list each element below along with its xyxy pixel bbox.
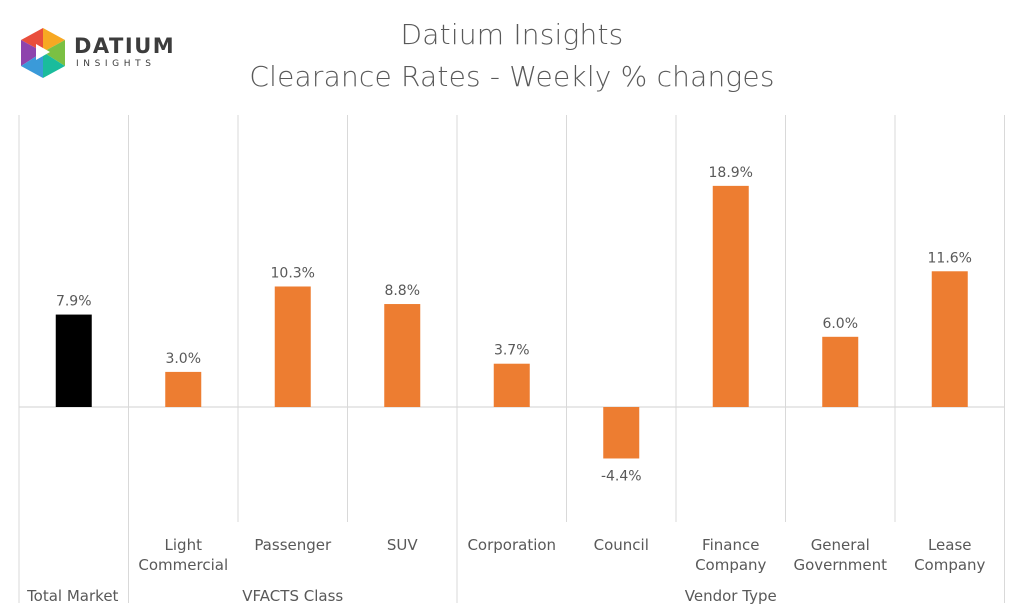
category-label: Total Market <box>26 587 118 605</box>
category-label: General <box>811 536 870 554</box>
bar <box>384 304 421 407</box>
chart-title: Datium Insights <box>400 18 624 51</box>
category-label: Passenger <box>254 536 332 554</box>
data-label: 6.0% <box>822 316 858 332</box>
bar <box>603 407 640 459</box>
category-label: Council <box>594 536 649 554</box>
category-label: SUV <box>387 536 419 554</box>
chart-title-block: Datium Insights Clearance Rates - Weekly… <box>0 14 1024 98</box>
category-label: Finance <box>702 536 759 554</box>
datium-logo: DATIUM INSIGHTS <box>18 26 178 82</box>
data-label: 3.0% <box>165 351 201 367</box>
data-label: -4.4% <box>601 468 642 484</box>
data-label: 10.3% <box>271 265 315 281</box>
bar <box>165 371 202 407</box>
chart-subtitle: Clearance Rates - Weekly % changes <box>249 60 775 93</box>
data-label: 3.7% <box>494 343 530 359</box>
bar <box>712 185 749 407</box>
bar <box>274 286 311 407</box>
cube-logo-icon <box>21 28 65 78</box>
category-label: Corporation <box>467 536 556 554</box>
group-label: VFACTS Class <box>242 587 343 605</box>
data-label: 8.8% <box>384 283 420 299</box>
data-label: 18.9% <box>709 165 753 181</box>
bar <box>822 336 859 407</box>
logo-wordmark: DATIUM <box>74 34 176 58</box>
data-label: 11.6% <box>928 250 972 266</box>
category-label: Government <box>793 556 887 574</box>
bar <box>55 314 92 407</box>
category-label: Company <box>914 556 985 574</box>
bar <box>493 363 530 407</box>
data-label: 7.9% <box>56 294 92 310</box>
category-label: Commercial <box>138 556 228 574</box>
category-label: Light <box>165 536 203 554</box>
category-label: Company <box>695 556 766 574</box>
logo-tagline: INSIGHTS <box>76 59 156 69</box>
category-label: Lease <box>928 536 972 554</box>
group-label: Vendor Type <box>685 587 777 605</box>
bar <box>931 271 968 407</box>
